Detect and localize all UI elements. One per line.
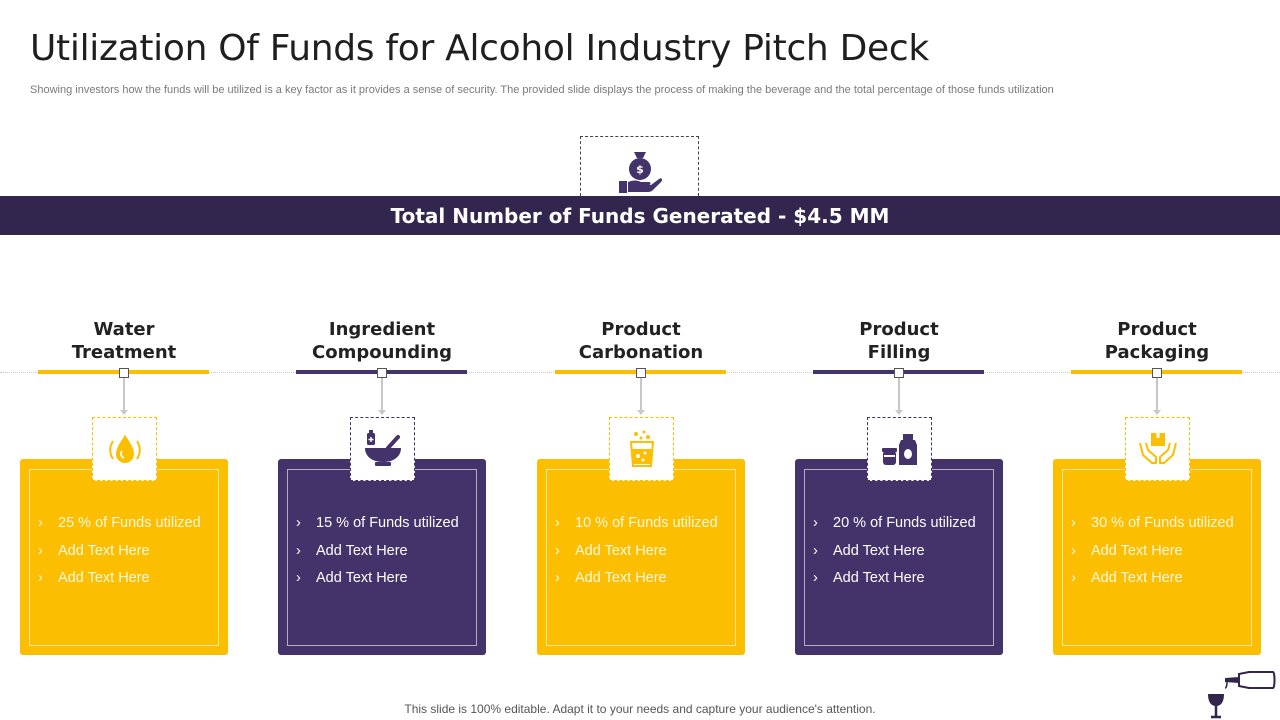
slide-title: Utilization Of Funds for Alcohol Industr…: [30, 28, 929, 69]
list-item: › 30 % of Funds utilized: [1071, 515, 1234, 531]
wine-bottle-glass-icon: [1208, 671, 1276, 719]
list-item: › Add Text Here: [813, 542, 925, 559]
stage-water-treatment: Water Treatment › 25 % of Funds utilized …: [20, 318, 228, 655]
list-item: › Add Text Here: [296, 542, 408, 559]
list-item: › Add Text Here: [555, 570, 667, 586]
list-item: › Add Text Here: [38, 570, 150, 586]
stage-node: [894, 368, 904, 378]
list-item: › Add Text Here: [38, 542, 150, 559]
stage-list: › 20 % of Funds utilized › Add Text Here ›…: [813, 510, 976, 593]
stage-title: Water Treatment: [71, 319, 177, 363]
stage-card: › 10 % of Funds utilized › Add Text Here ›…: [537, 459, 745, 655]
stage-title: Product Carbonation: [578, 319, 704, 363]
stage-icon-box: [609, 417, 674, 481]
stage-node: [1152, 368, 1162, 378]
list-item: › Add Text Here: [813, 570, 925, 586]
stage-title: Product Packaging: [1104, 319, 1210, 363]
list-item: › 15 % of Funds utilized: [296, 515, 459, 531]
list-item: › 20 % of Funds utilized: [813, 515, 976, 531]
stage-card: › 25 % of Funds utilized › Add Text Here ›…: [20, 459, 228, 655]
money-icon-box: $: [580, 136, 699, 196]
stage-product-carbonation: Product Carbonation › 10 % of Funds utili…: [537, 318, 745, 655]
stage-list: › 30 % of Funds utilized › Add Text Here ›…: [1071, 510, 1234, 593]
connector-arrow: [120, 410, 128, 415]
list-item: › 10 % of Funds utilized: [555, 515, 718, 531]
stage-card: › 20 % of Funds utilized › Add Text Here ›…: [795, 459, 1003, 655]
stage-icon-box: [92, 417, 157, 481]
list-item: › Add Text Here: [1071, 570, 1183, 586]
stage-node: [636, 368, 646, 378]
stage-connector: [381, 378, 383, 414]
stage-list: › 10 % of Funds utilized › Add Text Here ›…: [555, 510, 718, 593]
stage-title: Product Filling: [859, 319, 939, 363]
stage-node: [377, 368, 387, 378]
water-drop-icon: [108, 435, 141, 463]
stage-product-filling: Product Filling › 20 % of Funds utilized …: [795, 318, 1003, 655]
containers-icon: [881, 434, 917, 465]
stage-card: › 15 % of Funds utilized › Add Text Here ›…: [278, 459, 486, 655]
stage-title: Ingredient Compounding: [312, 319, 452, 363]
slide-subtitle: Showing investors how the funds will be …: [30, 84, 1054, 96]
list-item: › Add Text Here: [1071, 542, 1183, 559]
stage-connector: [123, 378, 125, 414]
funds-banner: Total Number of Funds Generated - $4.5 M…: [0, 196, 1280, 235]
stage-connector: [898, 378, 900, 414]
hands-box-icon: [1138, 433, 1177, 464]
stage-list: › 15 % of Funds utilized › Add Text Here ›…: [296, 510, 459, 593]
connector-arrow: [1153, 410, 1161, 415]
stage-connector: [1156, 378, 1158, 414]
stage-icon-box: [867, 417, 932, 481]
connector-arrow: [637, 410, 645, 415]
stage-ingredient-compounding: Ingredient Compounding › 15 % of Funds ut…: [278, 318, 486, 655]
list-item: › 25 % of Funds utilized: [38, 515, 201, 531]
footer-note: This slide is 100% editable. Adapt it to…: [404, 702, 876, 716]
stage-icon-box: [1125, 417, 1190, 481]
mortar-pestle-icon: [364, 430, 401, 466]
connector-arrow: [378, 410, 386, 415]
fizzy-glass-icon: [629, 430, 654, 467]
list-item: › Add Text Here: [296, 570, 408, 586]
stage-icon-box: [350, 417, 415, 481]
stage-node: [119, 368, 129, 378]
stage-product-packaging: Product Packaging › 30 % of Funds utilize…: [1053, 318, 1261, 655]
money-bag-hand-icon: $: [618, 152, 662, 193]
stage-card: › 30 % of Funds utilized › Add Text Here ›…: [1053, 459, 1261, 655]
stage-list: › 25 % of Funds utilized › Add Text Here ›…: [38, 510, 201, 593]
stage-connector: [640, 378, 642, 414]
svg-text:$: $: [636, 163, 644, 176]
connector-arrow: [895, 410, 903, 415]
list-item: › Add Text Here: [555, 542, 667, 559]
